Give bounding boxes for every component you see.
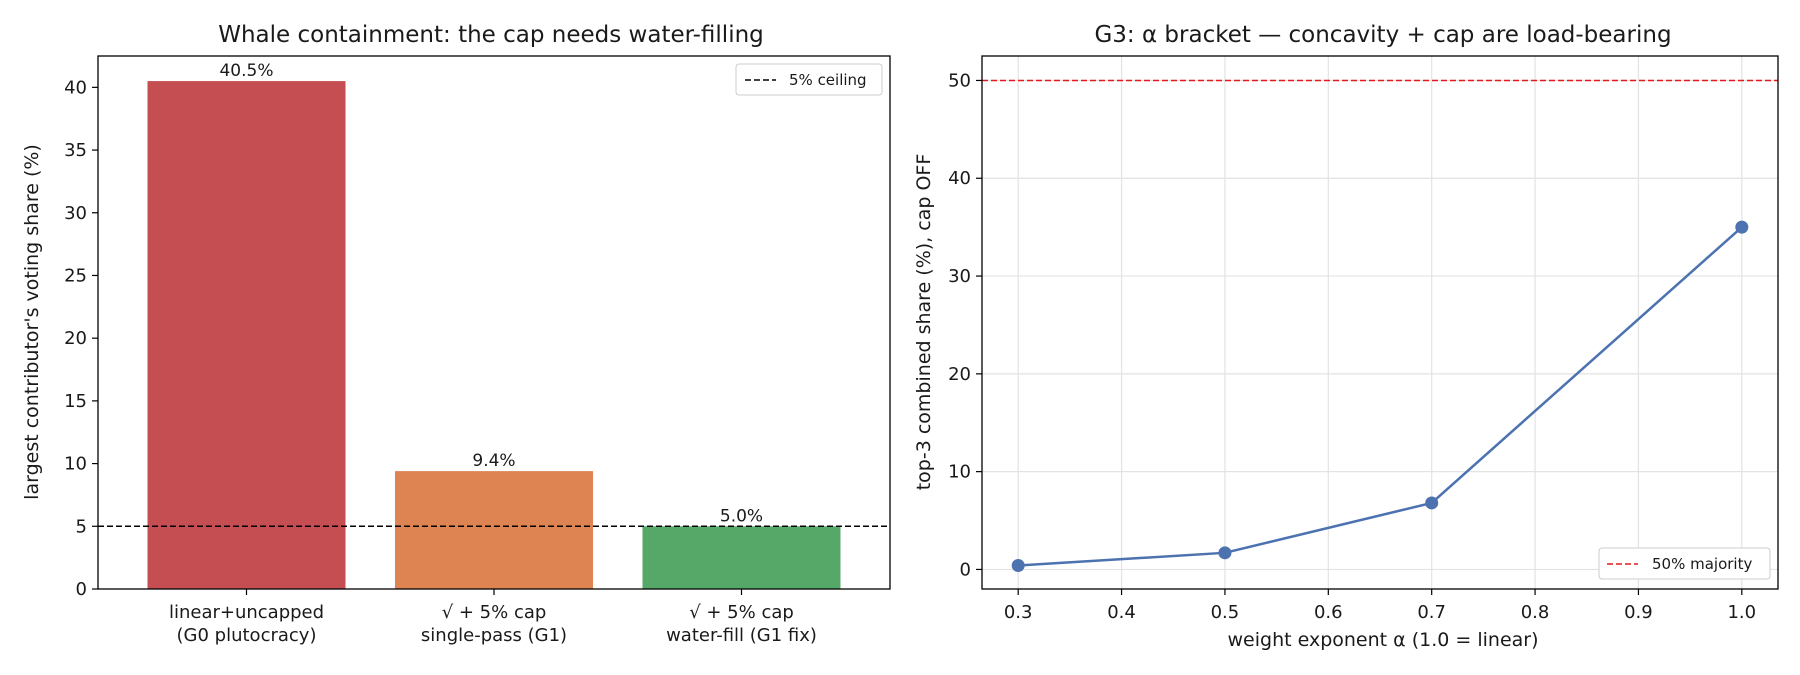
bar-chart-y-tick-label: 0 xyxy=(76,579,87,600)
bar-chart-x-tick-label: water-fill (G1 fix) xyxy=(666,625,817,646)
line-chart-x-tick-label: 0.6 xyxy=(1314,602,1343,623)
bar-value-label: 40.5% xyxy=(219,61,273,81)
bar-chart-x-tick-label: linear+uncapped xyxy=(169,602,324,623)
line-chart-legend-label: 50% majority xyxy=(1652,555,1752,573)
line-chart-x-tick-label: 0.3 xyxy=(1004,602,1033,623)
bar-chart-y-axis-label: largest contributor's voting share (%) xyxy=(21,144,43,500)
line-chart-plot-frame xyxy=(981,55,1779,590)
line-chart-x-tick-label: 0.8 xyxy=(1521,602,1550,623)
line-chart-x-tick-label: 0.5 xyxy=(1211,602,1240,623)
bar-chart-y-tick-label: 25 xyxy=(64,265,87,286)
bar-chart-y-tick-label: 5 xyxy=(76,516,87,537)
line-chart-y-tick-label: 40 xyxy=(948,168,971,189)
data-point xyxy=(1218,546,1232,560)
line-chart-legend: 50% majority xyxy=(1598,547,1771,580)
bar xyxy=(395,471,593,589)
line-chart-y-tick-label: 50 xyxy=(948,70,971,91)
bar-chart-panel: Whale containment: the cap needs water-f… xyxy=(21,22,891,646)
data-point xyxy=(1735,220,1749,234)
bar xyxy=(147,81,346,590)
line-chart-y-ticks: 0 10 20 30 40 50 xyxy=(948,70,982,580)
line-chart-y-tick-label: 20 xyxy=(948,364,971,385)
bar-chart-x-tick-label: √ + 5% cap xyxy=(442,602,547,623)
line-chart-x-tick-label: 1.0 xyxy=(1727,602,1756,623)
line-chart-legend-box xyxy=(1598,547,1771,580)
line-chart-y-tick-label: 30 xyxy=(948,266,971,287)
line-chart-x-tick-label: 0.7 xyxy=(1417,602,1446,623)
line-chart-panel: G3: α bracket — concavity + cap are load… xyxy=(913,22,1779,651)
bar-chart-y-tick-label: 20 xyxy=(64,328,87,349)
bar-chart-y-tick-label: 40 xyxy=(64,77,87,98)
bar-value-label: 5.0% xyxy=(720,506,763,526)
bar-chart-x-tick-label: √ + 5% cap xyxy=(689,602,794,623)
line-chart-y-tick-label: 10 xyxy=(948,462,971,483)
line-chart-title: G3: α bracket — concavity + cap are load… xyxy=(1094,22,1671,48)
bar-chart-bars: 40.5% 9.4% 5.0% xyxy=(147,61,841,590)
bar-chart-title: Whale containment: the cap needs water-f… xyxy=(218,22,764,48)
bar-chart-y-tick-label: 10 xyxy=(64,454,87,475)
line-chart-y-axis-label: top-3 combined share (%), cap OFF xyxy=(913,154,935,491)
bar xyxy=(642,526,841,589)
bar-value-label: 9.4% xyxy=(472,451,515,471)
bar-chart-legend: 5% ceiling xyxy=(735,63,883,96)
line-chart-x-ticks: 0.3 0.4 0.5 0.6 0.7 0.8 0.9 1.0 xyxy=(1004,589,1756,623)
line-chart-x-tick-label: 0.9 xyxy=(1624,602,1653,623)
bar-chart-legend-box xyxy=(735,63,883,96)
bar-chart-x-tick-label: single-pass (G1) xyxy=(421,625,567,646)
line-chart-x-axis-label: weight exponent α (1.0 = linear) xyxy=(1228,629,1539,651)
bar-chart-y-tick-label: 30 xyxy=(64,203,87,224)
bar-chart-y-tick-label: 35 xyxy=(64,140,87,161)
data-point xyxy=(1011,559,1025,573)
bar-chart-plot-frame xyxy=(97,55,891,590)
bar-chart-y-ticks: 0 5 10 15 20 25 30 35 40 xyxy=(64,77,98,600)
bar-chart-x-ticks: linear+uncapped(G0 plutocracy) √ + 5% cap… xyxy=(169,589,817,646)
bar-chart-legend-label: 5% ceiling xyxy=(789,71,867,89)
bar-chart-x-tick-label: (G0 plutocracy) xyxy=(177,625,317,646)
top3-share-series-points xyxy=(1011,220,1749,573)
line-chart-x-tick-label: 0.4 xyxy=(1107,602,1136,623)
bar-chart-y-tick-label: 15 xyxy=(64,391,87,412)
data-point xyxy=(1425,496,1439,510)
top3-share-series-line xyxy=(1018,226,1743,567)
line-chart-y-tick-label: 0 xyxy=(960,559,971,580)
